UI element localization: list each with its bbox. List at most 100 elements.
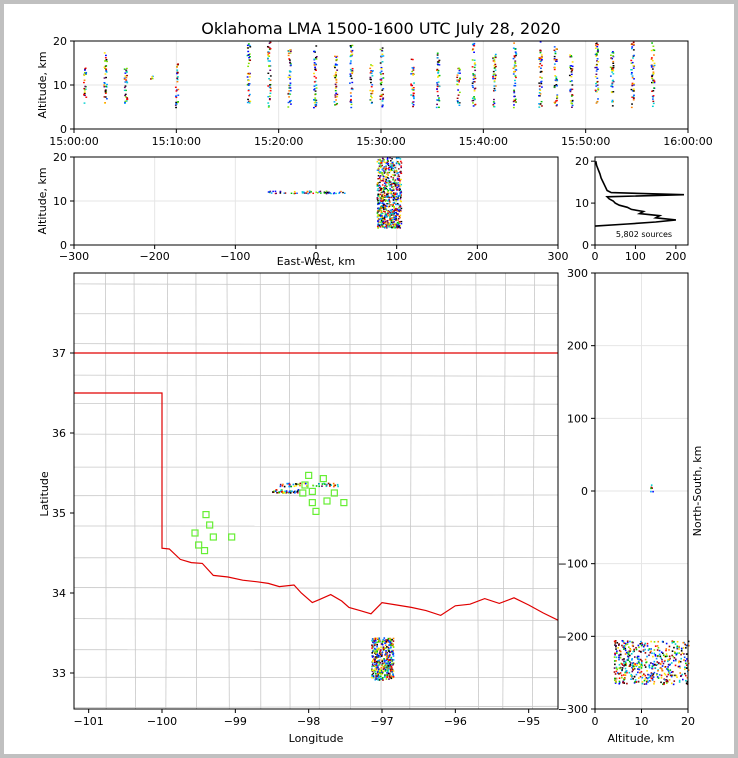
time-height-source — [350, 60, 352, 62]
time-height-source — [473, 59, 476, 61]
time-height-source — [652, 102, 655, 105]
time-height-source — [371, 75, 374, 77]
ew-source — [392, 188, 395, 190]
ns-source — [680, 650, 683, 652]
plan-view-source — [372, 650, 374, 652]
ew-source — [396, 221, 399, 224]
time-height-source — [314, 90, 317, 92]
ew-source — [385, 180, 388, 182]
time-height-source — [492, 77, 495, 80]
ew-source — [380, 165, 382, 168]
time-height-source — [267, 72, 270, 75]
time-height-source — [371, 64, 374, 67]
ns-source — [655, 657, 658, 660]
ew-source — [381, 196, 383, 198]
time-height-source — [315, 69, 317, 71]
ew-source — [381, 173, 384, 175]
ew-source — [397, 189, 399, 191]
plan-view-source — [389, 640, 392, 642]
ns-source — [629, 654, 631, 657]
time-height-source — [314, 105, 317, 108]
ew-source — [393, 212, 396, 215]
ns-tick-label: 0 — [581, 485, 588, 498]
ns-alt-tick-label: 10 — [635, 715, 649, 728]
plan-view-source — [387, 648, 390, 651]
ns-source — [680, 674, 683, 677]
ns-source — [653, 649, 656, 651]
plan-view-source — [379, 661, 382, 664]
ew-source — [390, 183, 393, 186]
ns-source — [617, 647, 619, 649]
time-height-source — [514, 79, 516, 82]
time-height-source — [472, 73, 475, 75]
time-height-source — [493, 61, 496, 63]
time-height-source — [539, 51, 542, 54]
time-height-source — [653, 62, 656, 65]
ns-source — [614, 663, 616, 666]
ew-source — [380, 216, 383, 219]
plan-view-source — [374, 644, 376, 647]
ns-source — [626, 643, 629, 645]
plan-view-source — [277, 491, 280, 494]
ns-source — [685, 682, 688, 685]
ns-source — [647, 676, 650, 679]
plan-view-source — [315, 485, 318, 487]
ew-source — [385, 176, 388, 178]
time-height-source — [651, 59, 654, 62]
plan-view-xlabel: Longitude — [289, 732, 344, 745]
time-height-source — [493, 85, 496, 87]
plan-view-source — [377, 666, 379, 669]
time-height-source — [247, 72, 250, 75]
time-height-source — [371, 70, 373, 73]
ns-source — [657, 677, 660, 679]
plan-view-source — [378, 660, 380, 663]
ns-source — [633, 665, 635, 668]
time-height-source — [456, 74, 459, 76]
plan-view-source — [385, 647, 387, 649]
ew-source — [383, 192, 386, 194]
time-height-source — [289, 84, 292, 86]
ns-source — [627, 659, 630, 661]
ew-source — [396, 192, 398, 195]
time-height-source — [553, 84, 556, 87]
time-height-source — [633, 54, 635, 57]
ns-source — [674, 643, 677, 645]
ew-source — [396, 198, 399, 201]
ew-source — [400, 222, 403, 225]
time-height-source — [473, 42, 476, 45]
latitude-tick-label: 37 — [52, 347, 66, 360]
plan-view-source — [381, 662, 384, 665]
ns-alt-tick-label: 20 — [681, 715, 695, 728]
ns-source — [638, 658, 641, 661]
ew-source — [386, 173, 388, 175]
plan-view-source — [385, 652, 387, 654]
time-height-source — [595, 55, 598, 57]
altitude-tick-label: 10 — [53, 79, 67, 92]
time-height-source — [631, 103, 633, 105]
ew-source — [390, 189, 392, 191]
ns-source — [676, 645, 679, 648]
time-height-source — [288, 74, 291, 77]
time-height-source — [123, 89, 126, 92]
ew-source — [382, 204, 385, 206]
time-height-source — [571, 106, 573, 108]
ns-source — [655, 664, 657, 667]
ns-source — [619, 653, 622, 656]
time-height-source — [370, 86, 373, 88]
plan-view-source — [378, 663, 381, 666]
plan-view-source — [381, 643, 384, 646]
ew-source — [376, 216, 379, 218]
ew-source — [327, 192, 330, 194]
time-height-source — [611, 101, 614, 103]
time-height-source — [597, 61, 600, 63]
ns-source — [649, 674, 652, 677]
time-height-source — [595, 102, 598, 104]
plan-view-source — [318, 485, 320, 488]
time-height-source — [268, 64, 271, 67]
time-height-source — [247, 89, 250, 92]
plan-view-source — [384, 639, 387, 642]
plan-view-source — [293, 485, 296, 488]
time-height-source — [514, 99, 516, 102]
time-height-source — [267, 53, 270, 55]
time-height-source — [248, 53, 250, 56]
